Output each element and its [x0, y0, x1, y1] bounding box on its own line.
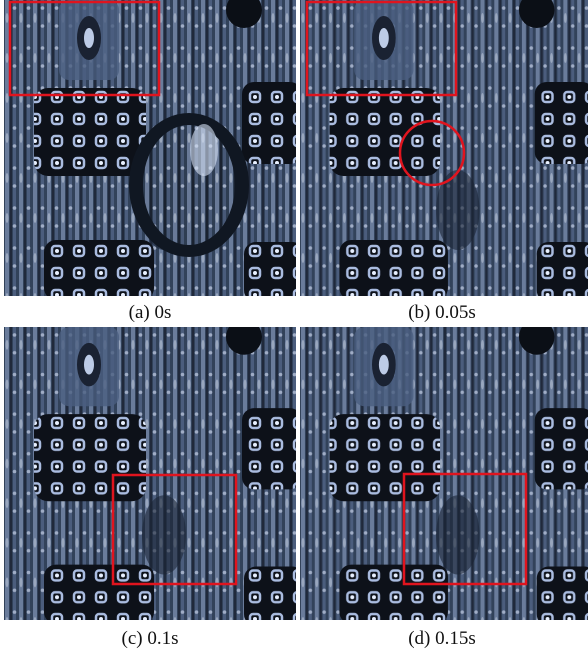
caption: (c) 0.1s	[122, 628, 179, 649]
panel-c: (c) 0.1s	[4, 319, 304, 649]
image	[300, 0, 588, 302]
panel-d: (d) 0.15s	[300, 319, 588, 649]
image	[300, 319, 588, 626]
image	[4, 319, 304, 626]
page: (a) 0s (b) 0.05s (c) 0.1s (d) 0.15s (() …	[0, 0, 588, 654]
panel-a: (a) 0s	[4, 0, 304, 323]
panel-b: (b) 0.05s	[300, 0, 588, 323]
figure: (a) 0s (b) 0.05s (c) 0.1s (d) 0.15s	[0, 0, 588, 654]
caption: (b) 0.05s	[408, 302, 476, 323]
caption: (d) 0.15s	[408, 628, 476, 649]
caption: (a) 0s	[129, 302, 172, 323]
image	[4, 0, 304, 302]
